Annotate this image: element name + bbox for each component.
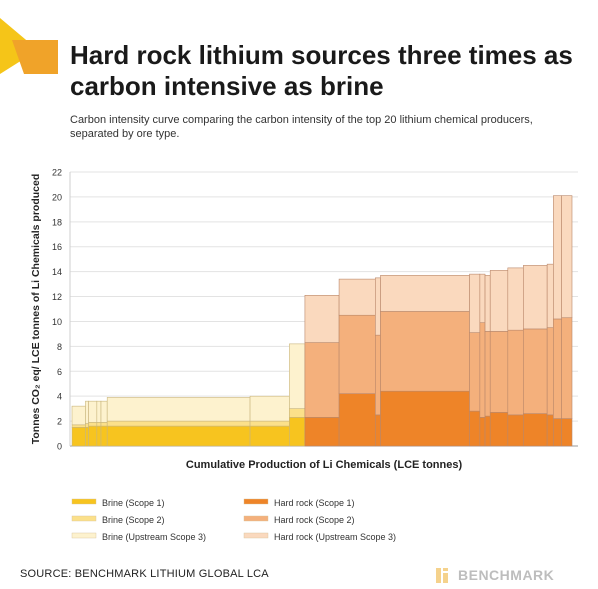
- bar-segment-hard-rock-scope3: [489, 270, 509, 332]
- bar-segment-hard-rock-scope3: [523, 265, 548, 330]
- bar-segment-hard-rock-scope2: [546, 327, 554, 416]
- bar-segment-hard-rock-scope2: [380, 311, 470, 392]
- y-tick-label: 20: [52, 192, 62, 202]
- bar-segment-hard-rock-scope1: [553, 418, 562, 447]
- bar-segment-hard-rock-scope2: [507, 329, 524, 416]
- legend-label: Brine (Scope 1): [102, 498, 165, 508]
- bar-segment-brine-scope3: [96, 400, 102, 423]
- legend-label: Brine (Scope 2): [102, 515, 165, 525]
- y-tick-label: 6: [57, 367, 62, 377]
- source-note: SOURCE: BENCHMARK LITHIUM GLOBAL LCA: [20, 568, 269, 580]
- bar-segment-hard-rock-scope1: [304, 417, 340, 447]
- legend-swatch: [71, 498, 97, 505]
- bar-segment-brine-scope1: [88, 425, 98, 447]
- bar-segment-hard-rock-scope3: [507, 267, 524, 331]
- bar-segment-brine-scope3: [85, 400, 89, 424]
- y-tick-label: 16: [52, 242, 62, 252]
- bar-segment-brine-scope1: [249, 425, 290, 447]
- y-tick-label: 2: [57, 417, 62, 427]
- bar-segment-hard-rock-scope1: [380, 390, 470, 447]
- benchmark-logo-icon: [436, 568, 448, 583]
- bar-segment-hard-rock-scope1: [479, 417, 486, 447]
- bar-segment-hard-rock-scope3: [561, 195, 573, 319]
- y-tick-label: 8: [57, 342, 62, 352]
- bar-segment-brine-scope2: [106, 420, 251, 427]
- bar-segment-brine-scope1: [106, 425, 251, 447]
- bar-segment-brine-scope3: [71, 405, 86, 426]
- y-tick-label: 10: [52, 317, 62, 327]
- bar-segment-hard-rock-scope2: [489, 331, 509, 413]
- bar-segment-brine-scope2: [96, 422, 102, 427]
- bar-segment-brine-scope3: [249, 395, 290, 422]
- legend-swatch: [243, 515, 269, 522]
- bar-segment-hard-rock-scope2: [304, 342, 340, 418]
- bar-segment-hard-rock-scope1: [561, 418, 573, 447]
- bar-segment-hard-rock-scope3: [469, 273, 481, 333]
- bar-segment-hard-rock-scope2: [484, 331, 491, 417]
- bar-segment-brine-scope2: [85, 423, 89, 428]
- bar-segment-hard-rock-scope3: [338, 278, 376, 316]
- bar-segment-brine-scope2: [289, 408, 306, 418]
- bar-segment-hard-rock-scope2: [553, 318, 562, 419]
- bar-segment-hard-rock-scope1: [523, 413, 548, 447]
- bar-segment-hard-rock-scope2: [523, 328, 548, 414]
- bar-segment-hard-rock-scope1: [489, 412, 509, 447]
- bar-segment-hard-rock-scope2: [561, 317, 573, 419]
- bar-segment-brine-scope2: [71, 424, 86, 428]
- y-axis-label: Tonnes CO₂ eq/ LCE tonnes of Li Chemical…: [30, 174, 42, 445]
- bar-segment-hard-rock-scope1: [507, 414, 524, 447]
- y-tick-label: 18: [52, 217, 62, 227]
- legend-swatch: [71, 515, 97, 522]
- bar-segment-hard-rock-scope1: [546, 414, 554, 447]
- bar-segment-brine-scope1: [71, 427, 86, 447]
- bar-segment-hard-rock-scope2: [375, 334, 381, 416]
- brand-logo: BENCHMARK: [434, 565, 554, 585]
- bar-segment-brine-scope3: [106, 397, 251, 422]
- bar-segment-hard-rock-scope3: [304, 294, 340, 343]
- bar-segment-hard-rock-scope3: [479, 273, 486, 323]
- bar-segment-brine-scope3: [100, 400, 108, 423]
- bar-segment-hard-rock-scope3: [380, 275, 470, 312]
- bar-segment-brine-scope1: [96, 425, 102, 447]
- bar-segment-brine-scope2: [100, 422, 108, 427]
- bar-segment-hard-rock-scope3: [484, 275, 491, 332]
- y-tick-label: 0: [57, 442, 62, 452]
- y-tick-label: 12: [52, 292, 62, 302]
- brand-name: BENCHMARK: [458, 567, 555, 583]
- x-axis-label: Cumulative Production of Li Chemicals (L…: [186, 459, 463, 471]
- bar-segment-brine-scope3: [88, 400, 98, 423]
- bar-segment-hard-rock-scope2: [338, 314, 376, 394]
- legend-label: Hard rock (Scope 2): [274, 515, 355, 525]
- bar-segment-hard-rock-scope1: [338, 393, 376, 447]
- page-subtitle: Carbon intensity curve comparing the car…: [70, 114, 533, 140]
- bar-segment-brine-scope2: [88, 422, 98, 427]
- bar-segment-hard-rock-scope3: [553, 195, 562, 320]
- y-tick-label: 14: [52, 267, 62, 277]
- legend-label: Hard rock (Scope 1): [274, 498, 355, 508]
- bar-segment-hard-rock-scope1: [484, 415, 491, 447]
- bar-segment-hard-rock-scope1: [375, 414, 381, 447]
- y-tick-label: 4: [57, 392, 62, 402]
- bar-segment-brine-scope2: [249, 420, 290, 427]
- bar-segment-hard-rock-scope2: [479, 322, 486, 418]
- page-title: Hard rock lithium sources three times as…: [70, 40, 573, 101]
- y-tick-label: 22: [52, 168, 62, 178]
- bar-segment-hard-rock-scope2: [469, 332, 481, 412]
- legend-label: Brine (Upstream Scope 3): [102, 532, 206, 542]
- corner-logo-mark: [0, 18, 58, 74]
- carbon-intensity-chart: 0 2 4 6 8 10 12 14 16 18 20 22 Tonnes CO₂ eq/ LCE to…: [30, 168, 578, 542]
- bar-segment-hard-rock-scope3: [375, 277, 381, 336]
- bar-segment-brine-scope1: [100, 425, 108, 447]
- bar-segment-brine-scope3: [289, 343, 306, 409]
- bar-segment-brine-scope1: [289, 417, 306, 447]
- bar-segment-hard-rock-scope1: [469, 410, 481, 447]
- bar-segment-hard-rock-scope3: [546, 263, 554, 328]
- legend-swatch: [243, 532, 269, 539]
- legend-swatch: [243, 498, 269, 505]
- legend-label: Hard rock (Upstream Scope 3): [274, 532, 396, 542]
- bar-segment-brine-scope1: [85, 427, 89, 447]
- legend-swatch: [71, 532, 97, 539]
